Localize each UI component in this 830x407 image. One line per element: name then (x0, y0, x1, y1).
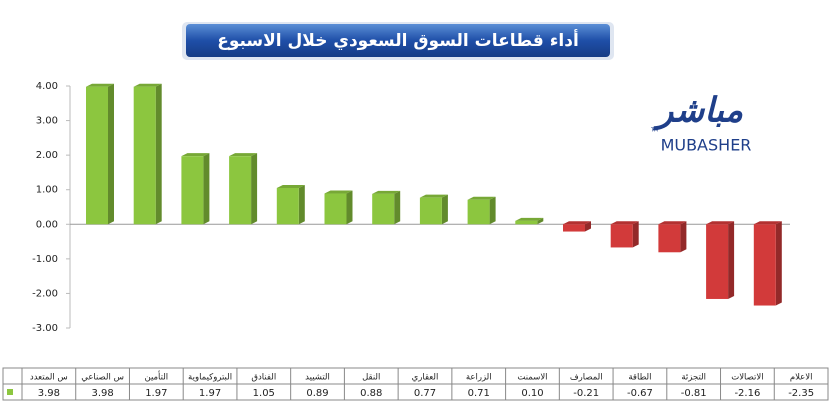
y-tick-label: -3.00 (32, 323, 58, 334)
bar (324, 193, 347, 225)
bar-top (276, 184, 305, 188)
y-tick-label: -2.00 (32, 288, 58, 299)
bar (276, 187, 299, 225)
bar (229, 156, 252, 225)
value-label: -0.67 (627, 388, 653, 399)
category-label: س الصناعي (81, 373, 124, 383)
y-tick-label: 2.00 (36, 150, 58, 161)
y-tick-label: 0.00 (36, 219, 58, 230)
bar-top (515, 217, 544, 221)
value-label: 0.88 (360, 388, 382, 399)
bar-side (346, 190, 353, 225)
bar-side (251, 153, 258, 225)
value-label: -0.21 (573, 388, 599, 399)
bar-top (181, 153, 210, 157)
bar (419, 197, 442, 225)
bar-top (753, 221, 782, 225)
bar-side (775, 221, 782, 306)
category-label: س المتعدد (30, 373, 68, 383)
bar-top (419, 194, 448, 198)
category-label: البتروكيماوية (188, 373, 232, 383)
bar-top (706, 221, 735, 225)
value-label: 1.97 (199, 388, 221, 399)
value-label: 1.05 (253, 388, 275, 399)
category-label: الطاقة (628, 373, 651, 383)
bar-side (441, 194, 448, 225)
y-tick-label: -1.00 (32, 254, 58, 265)
category-label: الفنادق (251, 373, 276, 383)
bar (658, 224, 681, 253)
category-label: العقاري (412, 373, 439, 383)
bar-side (298, 184, 305, 225)
bar-side (489, 196, 496, 225)
category-label: التأمين (144, 371, 168, 383)
value-label: 3.98 (91, 388, 113, 399)
value-label: -2.35 (788, 388, 814, 399)
y-tick-label: 1.00 (36, 185, 58, 196)
category-label: التشييد (305, 373, 330, 383)
bar-top (324, 190, 353, 194)
bar (706, 224, 729, 299)
bar-side (632, 221, 639, 248)
logo-arabic: مباشر (652, 91, 743, 131)
bar-side (155, 83, 162, 225)
bar-top (86, 83, 114, 87)
bar-side (394, 190, 401, 225)
bar-side (203, 153, 210, 225)
category-label: الاتصالات (731, 373, 763, 383)
bar (563, 224, 585, 232)
bar (753, 224, 776, 306)
title-banner (186, 24, 610, 57)
value-label: 0.71 (468, 388, 490, 399)
bar-side (108, 83, 114, 225)
y-tick-label: 3.00 (36, 116, 58, 127)
bar-top (372, 190, 401, 194)
category-label: التجزئة (681, 373, 706, 383)
category-label: الاعلام (790, 373, 813, 383)
y-tick-label: 4.00 (36, 81, 58, 92)
category-label: الزراعة (466, 373, 492, 383)
legend-key (7, 389, 13, 395)
bar-top (563, 221, 591, 225)
value-label: 3.98 (38, 388, 60, 399)
bar-top (133, 83, 162, 87)
value-label: 1.97 (145, 388, 167, 399)
logo-mark: TM (650, 128, 658, 134)
value-label: -0.81 (681, 388, 707, 399)
bar (86, 86, 108, 225)
bar-side (728, 221, 735, 299)
bar-top (467, 196, 496, 200)
bar (467, 199, 490, 225)
logo-latin: MUBASHER (661, 136, 752, 155)
bar (372, 193, 395, 225)
bar-side (585, 221, 591, 232)
value-label: 0.77 (414, 388, 436, 399)
chart-title: أداء قطاعات السوق السعودي خلال الاسبوع (217, 29, 579, 51)
bar-side (680, 221, 687, 253)
bar (515, 220, 538, 225)
bar-side (537, 217, 544, 225)
value-label: -2.16 (734, 388, 760, 399)
bar (610, 224, 633, 248)
value-label: 0.89 (306, 388, 328, 399)
bar (133, 86, 156, 225)
category-label: الاسمنت (517, 373, 547, 383)
bar (181, 156, 204, 225)
bar-top (658, 221, 687, 225)
category-label: المصارف (570, 373, 603, 383)
bar-top (229, 153, 258, 157)
bar-top (610, 221, 639, 225)
category-label: النقل (362, 373, 380, 383)
value-label: 0.10 (521, 388, 543, 399)
